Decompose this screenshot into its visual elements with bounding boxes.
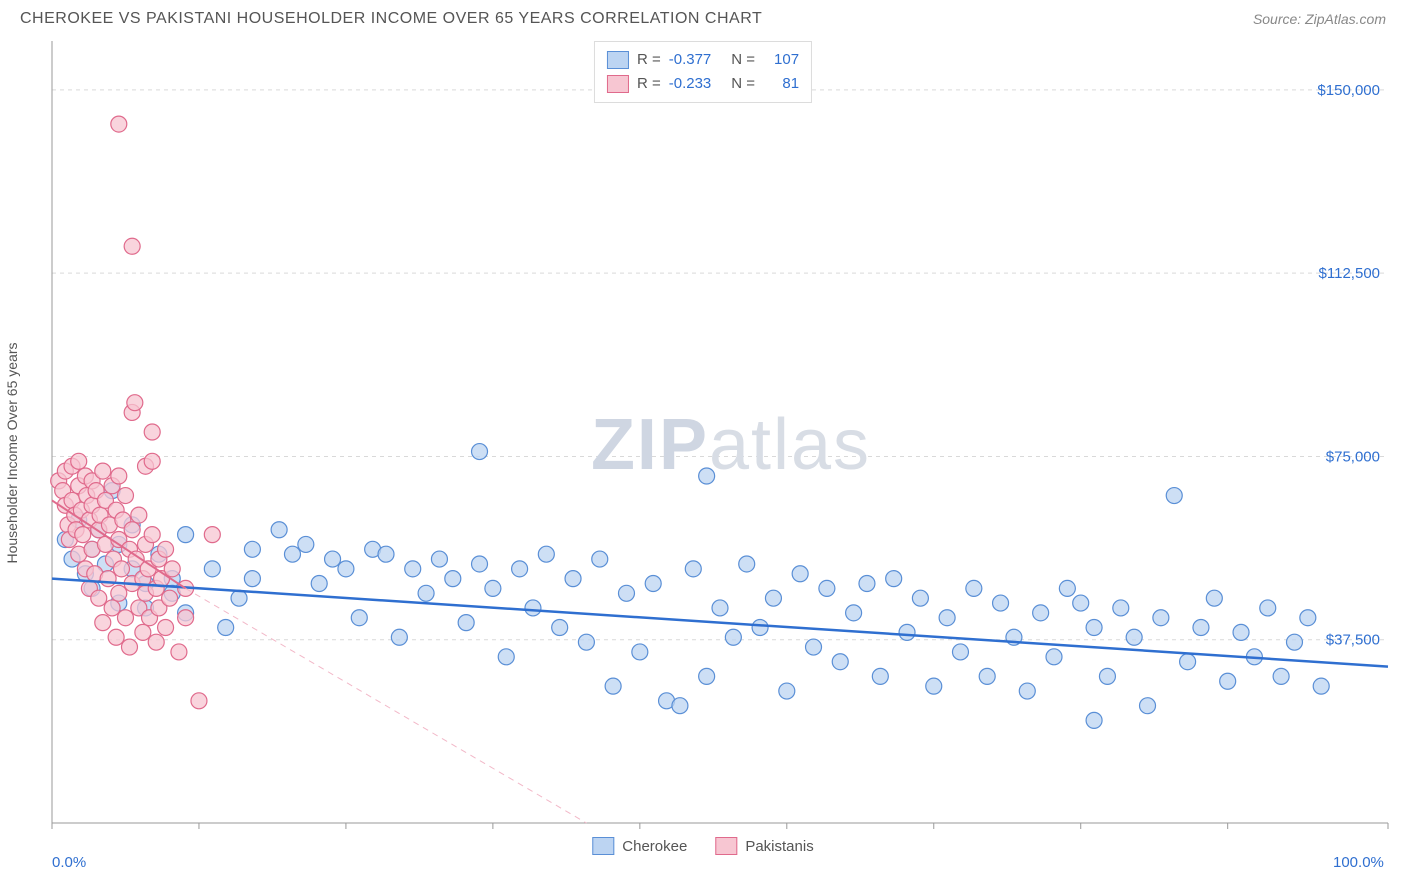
x-axis-max-label: 100.0% bbox=[1333, 854, 1384, 871]
legend-swatch bbox=[715, 837, 737, 855]
legend-r-value: -0.233 bbox=[669, 72, 712, 96]
legend-r-label: R = bbox=[637, 48, 661, 72]
y-axis-label: Householder Income Over 65 years bbox=[4, 343, 20, 564]
chart-source: Source: ZipAtlas.com bbox=[1253, 11, 1386, 27]
svg-text:$112,500: $112,500 bbox=[1319, 265, 1380, 282]
legend-n-value: 107 bbox=[763, 48, 799, 72]
legend-r-label: R = bbox=[637, 72, 661, 96]
svg-text:$75,000: $75,000 bbox=[1326, 448, 1380, 465]
correlation-legend: R = -0.377 N = 107 R = -0.233 N = 81 bbox=[594, 41, 812, 103]
legend-r-value: -0.377 bbox=[669, 48, 712, 72]
svg-text:$37,500: $37,500 bbox=[1326, 632, 1380, 649]
legend-label: Pakistanis bbox=[745, 838, 813, 855]
svg-text:$150,000: $150,000 bbox=[1317, 82, 1380, 99]
legend-n-label: N = bbox=[731, 72, 755, 96]
legend-label: Cherokee bbox=[622, 838, 687, 855]
x-axis-min-label: 0.0% bbox=[52, 854, 86, 871]
chart-container: Householder Income Over 65 years ZIPatla… bbox=[0, 33, 1406, 873]
legend-item: Cherokee bbox=[592, 837, 687, 855]
legend-item: Pakistanis bbox=[715, 837, 813, 855]
legend-swatch bbox=[607, 75, 629, 93]
legend-n-value: 81 bbox=[763, 72, 799, 96]
chart-title: CHEROKEE VS PAKISTANI HOUSEHOLDER INCOME… bbox=[20, 10, 762, 28]
scatter-plot: $37,500 $75,000 $112,500 $150,000 bbox=[0, 33, 1406, 833]
legend-swatch bbox=[592, 837, 614, 855]
source-link[interactable]: ZipAtlas.com bbox=[1305, 11, 1386, 27]
legend-row: R = -0.233 N = 81 bbox=[607, 72, 799, 96]
legend-row: R = -0.377 N = 107 bbox=[607, 48, 799, 72]
legend-swatch bbox=[607, 51, 629, 69]
series-legend: Cherokee Pakistanis bbox=[592, 837, 813, 855]
legend-n-label: N = bbox=[731, 48, 755, 72]
